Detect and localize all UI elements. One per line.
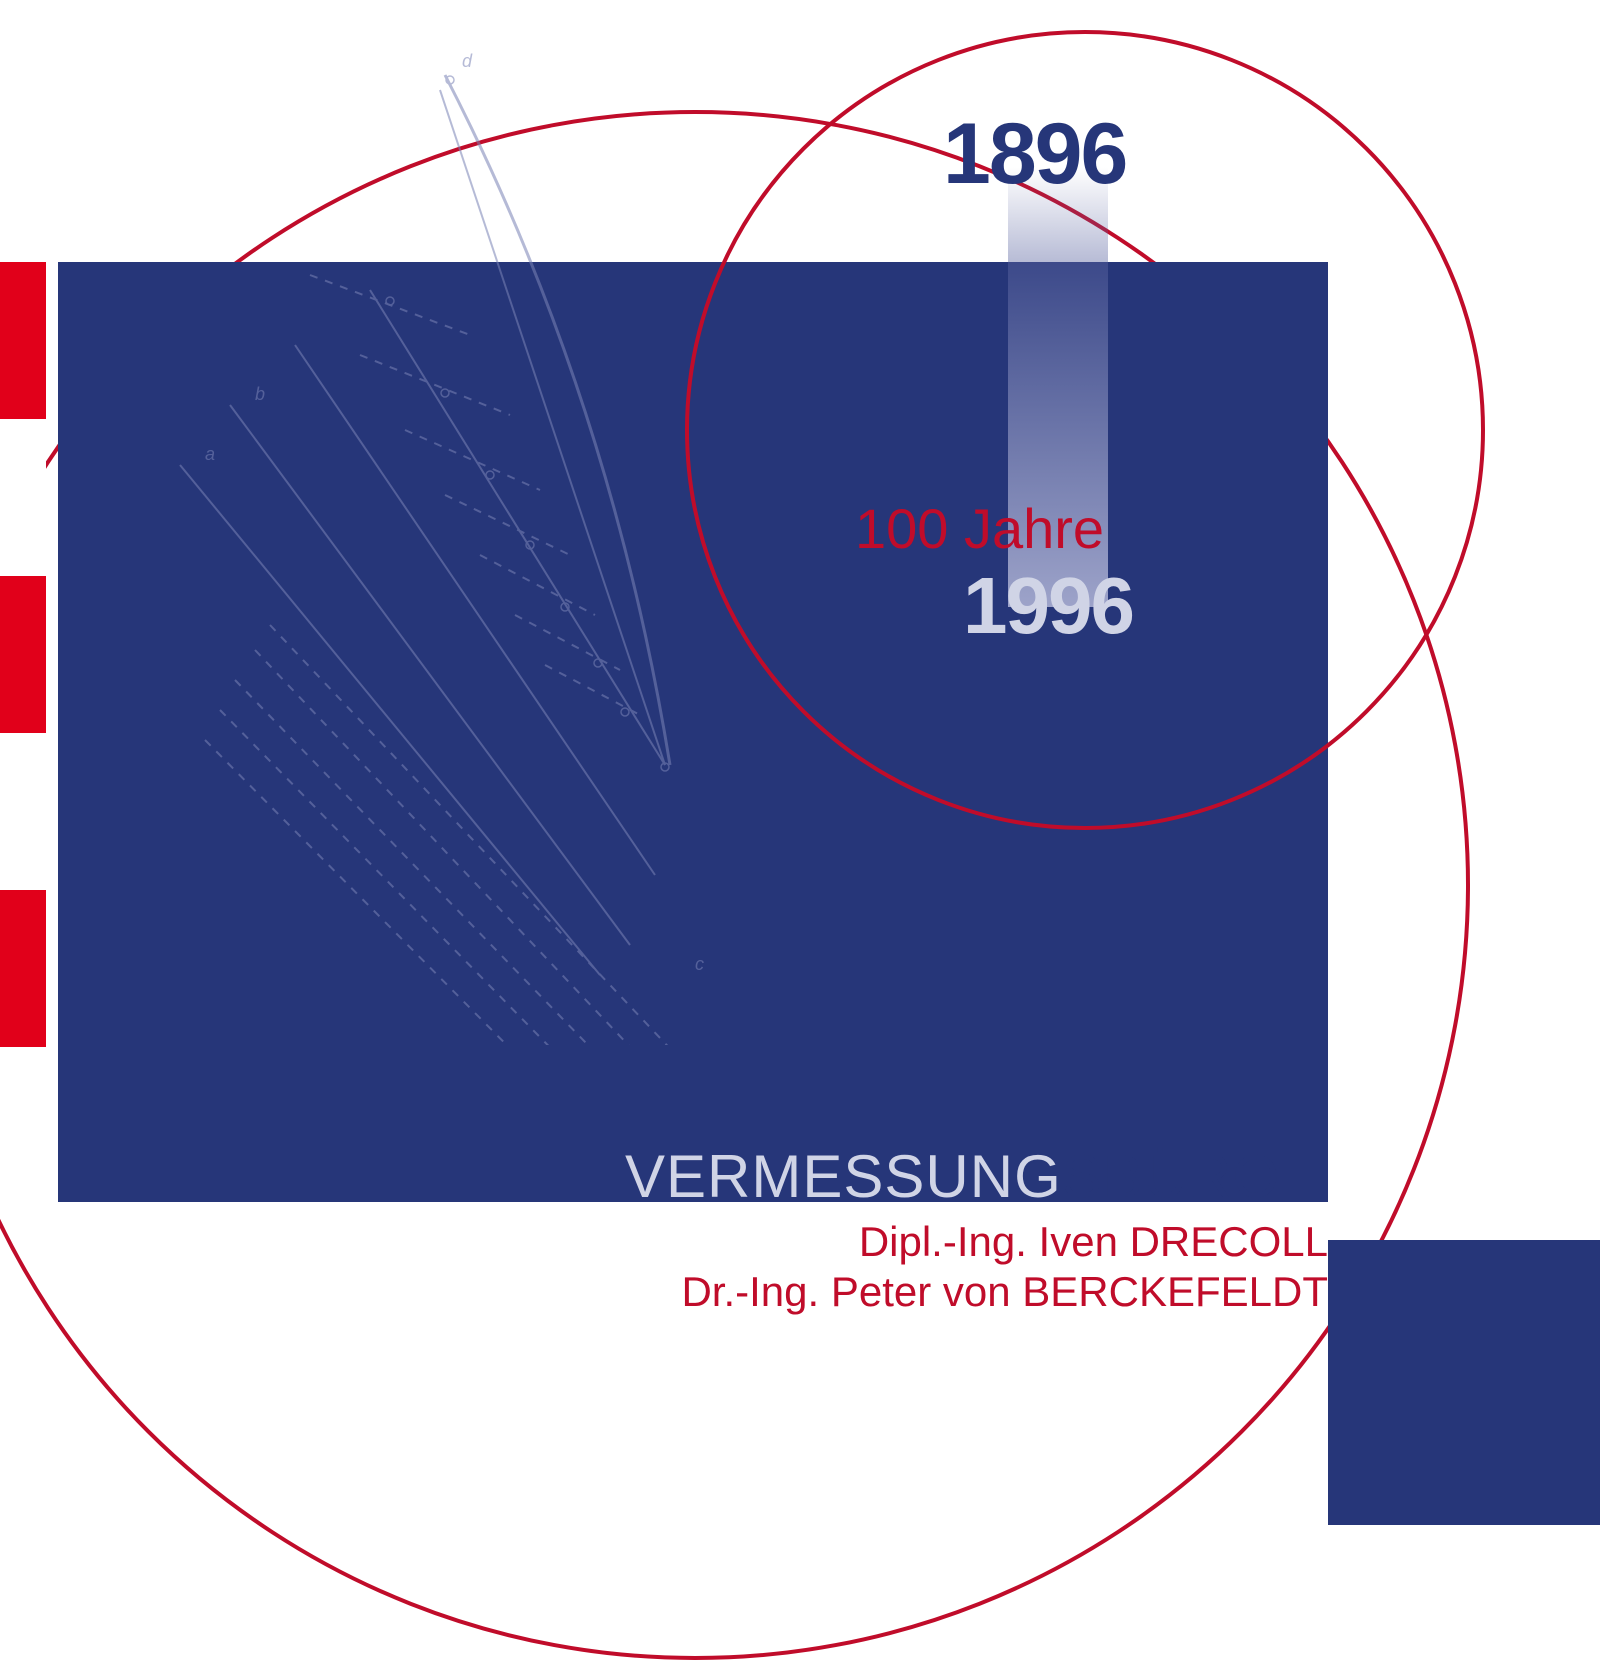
pole-stripe (0, 262, 46, 419)
title-part-light: VERMESSUNG (625, 1143, 1062, 1210)
surveying-sketch-icon: a b c d (110, 45, 730, 1045)
partner-name-2: Dr.-Ing. Peter von BERCKEFELDT (681, 1268, 1328, 1316)
svg-text:a: a (205, 444, 215, 464)
poster-canvas: 1896 100 Jahre 1996 a b c d VERMESSUNGSBÜRO… (0, 0, 1600, 1524)
anniversary-year: 1996 (963, 560, 1133, 652)
pole-stripe (0, 1047, 46, 1204)
pole-stripe (0, 419, 46, 576)
title-part-dark: SBÜRO (1062, 1143, 1280, 1210)
svg-text:d: d (462, 51, 473, 71)
corner-accent-square (1328, 1240, 1600, 1525)
founding-year: 1896 (943, 105, 1126, 204)
partner-name-1: Dipl.-Ing. Iven DRECOLL (859, 1218, 1328, 1266)
company-title: VERMESSUNGSBÜRO (625, 1142, 1280, 1211)
svg-text:c: c (695, 954, 704, 974)
pole-stripe (0, 576, 46, 733)
svg-text:b: b (255, 384, 265, 404)
pole-stripe (0, 890, 46, 1047)
pole-stripe (0, 733, 46, 890)
surveying-pole (0, 262, 46, 1202)
anniversary-slogan: 100 Jahre (855, 496, 1104, 561)
